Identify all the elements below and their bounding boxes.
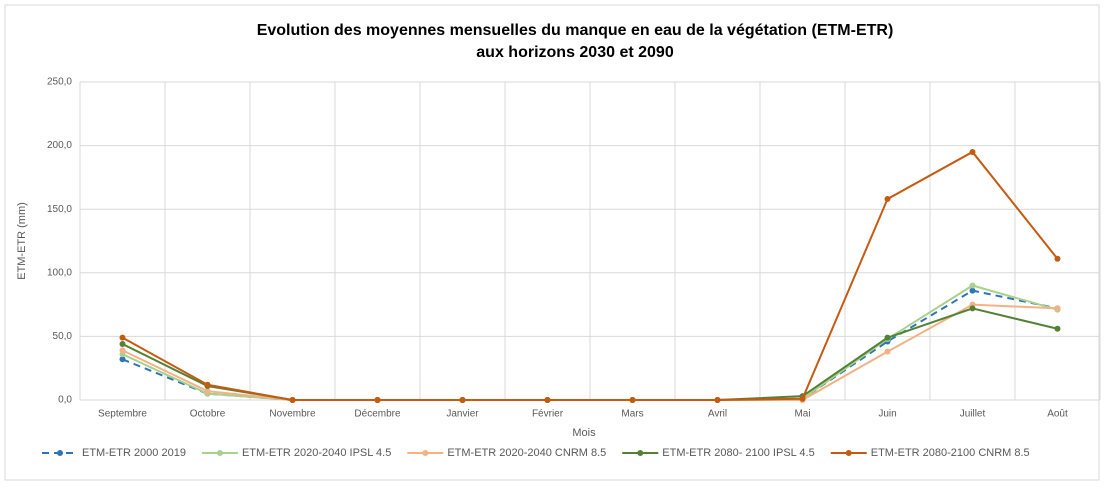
legend-marker [216, 450, 223, 456]
x-tick-label: Juin [878, 409, 896, 420]
legend-label: ETM-ETR 2080- 2100 IPSL 4.5 [662, 447, 814, 459]
y-tick-label: 50,0 [53, 331, 73, 342]
point [119, 334, 126, 341]
point [544, 397, 551, 403]
y-axis-label: ETM-ETR (mm) [16, 202, 28, 280]
point [204, 388, 211, 395]
point [119, 341, 126, 348]
point [374, 397, 381, 403]
legend-label: ETM-ETR 2000 2019 [82, 447, 186, 459]
point [1054, 325, 1061, 332]
x-tick-label: Juillet [960, 409, 986, 420]
x-tick-label: Novembre [269, 409, 316, 420]
x-tick-label: Août [1047, 409, 1068, 420]
point [714, 397, 721, 403]
y-tick-label: 100,0 [47, 267, 72, 278]
legend-marker [845, 450, 852, 456]
point [204, 381, 211, 388]
y-tick-label: 250,0 [47, 77, 72, 88]
legend-label: ETM-ETR 2080-2100 CNRM 8.5 [871, 447, 1030, 459]
point [969, 148, 976, 155]
point [1054, 255, 1061, 262]
x-tick-label: Février [532, 409, 564, 420]
point [884, 334, 891, 341]
x-tick-label: Avril [708, 409, 727, 420]
series-line [122, 150, 1059, 401]
point [969, 305, 976, 312]
point [884, 196, 891, 203]
y-tick-label: 200,0 [47, 140, 72, 151]
point [969, 287, 976, 294]
legend-label: ETM-ETR 2020-2040 CNRM 8.5 [447, 447, 606, 459]
x-tick-label: Mars [621, 409, 643, 420]
point [119, 347, 126, 354]
x-tick-label: Octobre [190, 409, 226, 420]
x-tick-label: Mai [794, 409, 810, 420]
x-tick-label: Septembre [98, 409, 147, 420]
legend-marker [57, 450, 63, 456]
point [799, 395, 806, 402]
y-tick-label: 0,0 [58, 395, 72, 406]
point [969, 282, 976, 289]
x-tick-label: Janvier [446, 409, 479, 420]
legend-label: ETM-ETR 2020-2040 IPSL 4.5 [242, 447, 391, 459]
point [629, 397, 636, 403]
x-tick-label: Décembre [354, 409, 401, 420]
point [884, 348, 891, 355]
y-tick-label: 150,0 [47, 204, 72, 215]
point [289, 397, 296, 403]
point [1054, 305, 1061, 312]
point [459, 397, 466, 403]
legend-marker [422, 450, 429, 456]
chart-title: aux horizons 2030 et 2090 [476, 44, 674, 61]
legend-marker [637, 450, 644, 456]
point [119, 356, 126, 363]
x-axis-label: Mois [572, 427, 596, 439]
chart-title: Evolution des moyennes mensuelles du man… [257, 22, 894, 39]
